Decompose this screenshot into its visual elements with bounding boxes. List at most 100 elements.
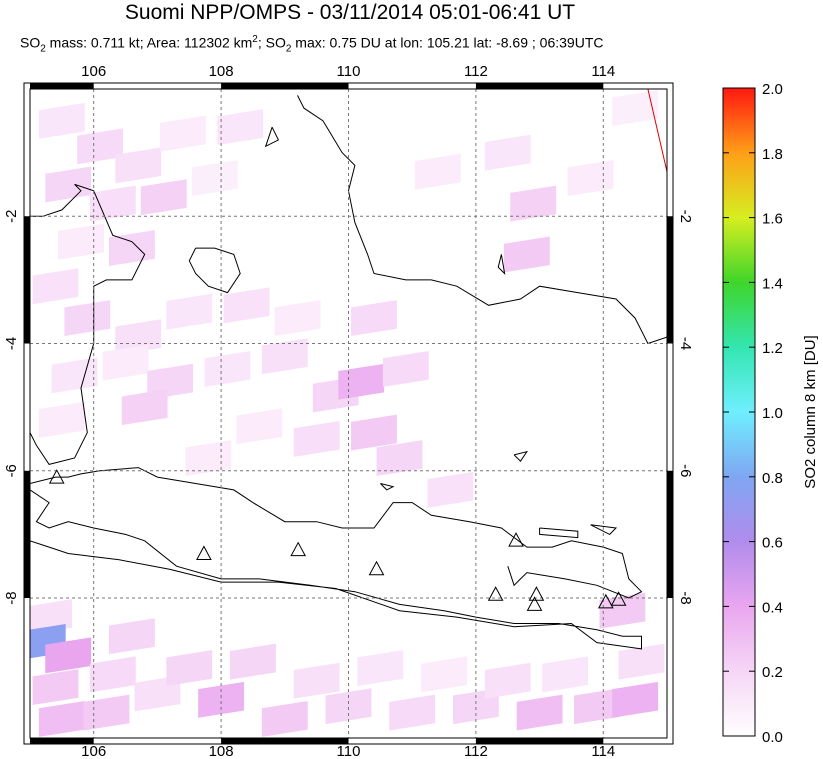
x-tick-label-top: 108 xyxy=(209,63,234,80)
so2-cell xyxy=(261,700,308,737)
so2-cell xyxy=(510,185,557,222)
so2-cell xyxy=(230,643,276,680)
volcano-marker xyxy=(48,469,65,484)
so2-cell xyxy=(599,592,646,629)
grid xyxy=(30,89,667,738)
y-tick-label-left: -8 xyxy=(3,591,20,604)
subtitle-sub: 2 xyxy=(285,43,292,55)
so2-cell xyxy=(166,650,213,686)
island-outline xyxy=(539,527,579,539)
so2-cell xyxy=(121,389,168,426)
stats-subtitle: SO2 mass: 0.711 kt; Area: 112302 km2; SO… xyxy=(20,34,603,54)
so2-cell xyxy=(83,694,130,731)
so2-cell xyxy=(32,669,79,706)
so2-cell xyxy=(484,662,531,699)
volcano-marker xyxy=(526,596,543,611)
volcano-marker xyxy=(598,593,614,609)
so2-cell xyxy=(185,440,232,476)
x-tick-label-top: 114 xyxy=(591,63,615,80)
page-title: Suomi NPP/OMPS - 03/11/2014 05:01-06:41 … xyxy=(124,1,576,24)
so2-cell xyxy=(414,153,461,190)
colorbar-label: SO2 column 8 km [DU] xyxy=(802,335,819,488)
colorbar-tick-label: 0.2 xyxy=(762,664,783,681)
so2-cell xyxy=(217,109,264,146)
island-outline xyxy=(380,483,395,491)
volcano-marker xyxy=(290,541,307,557)
so2-cell xyxy=(115,147,162,184)
so2-cell xyxy=(45,637,92,674)
so2-cell xyxy=(573,688,620,725)
so2-cell xyxy=(204,351,251,387)
so2-cell xyxy=(338,363,385,400)
subtitle-part: SO xyxy=(20,34,41,51)
red-track-line xyxy=(647,89,667,172)
so2-cell xyxy=(503,236,550,273)
coastline xyxy=(30,183,146,465)
volcano-marker xyxy=(610,591,627,606)
colorbar-tick-label: 1.4 xyxy=(762,275,783,292)
so2-cell xyxy=(38,700,85,737)
island-outline xyxy=(513,450,529,462)
y-tick-label-right: -2 xyxy=(677,210,694,223)
x-tick-label-bottom: 108 xyxy=(209,743,234,759)
island-outline xyxy=(497,254,506,275)
so2-cell xyxy=(32,268,79,305)
island-outline xyxy=(590,524,618,536)
y-tick-label-left: -6 xyxy=(3,464,20,477)
so2-cell xyxy=(223,287,270,324)
so2-cell xyxy=(198,681,245,718)
colorbar-tick-label: 1.2 xyxy=(762,340,783,357)
frame-segment xyxy=(221,83,349,89)
volcano-marker xyxy=(487,586,504,601)
so2-cell xyxy=(376,440,423,476)
colorbar-tick-label: 2.0 xyxy=(762,81,783,98)
so2-cell xyxy=(389,694,436,731)
so2-cell xyxy=(567,160,614,197)
colorbar-tick-label: 1.0 xyxy=(762,405,783,422)
map-plot-area xyxy=(30,89,667,738)
so2-cell xyxy=(89,656,136,693)
coastline xyxy=(297,95,667,345)
x-tick-label-bottom: 106 xyxy=(81,743,106,759)
x-tick-label-bottom: 110 xyxy=(337,743,361,759)
island-outline xyxy=(264,126,280,148)
frame-segment xyxy=(24,470,30,599)
volcano-marker xyxy=(508,532,524,547)
subtitle-sup: 2 xyxy=(252,34,258,45)
colorbar-tick-label: 0.6 xyxy=(762,535,783,552)
so2-cell xyxy=(51,357,98,394)
so2-cell xyxy=(64,300,111,337)
so2-cell xyxy=(45,166,92,203)
so2-cell xyxy=(166,293,213,330)
frame-segment xyxy=(475,738,604,744)
frame-segment xyxy=(221,738,349,744)
so2-cell xyxy=(382,351,429,387)
so2-cell xyxy=(484,134,531,171)
so2-cell xyxy=(612,90,659,127)
volcano-marker xyxy=(368,560,385,576)
so2-cell xyxy=(108,618,155,655)
x-tick-label-top: 106 xyxy=(81,63,106,80)
subtitle-part: ; SO xyxy=(257,34,286,51)
so2-cell xyxy=(77,128,124,165)
so2-cell xyxy=(102,344,149,381)
frame-segment xyxy=(667,216,673,344)
so2-cell xyxy=(293,662,340,699)
so2-cell xyxy=(421,656,467,693)
y-tick-label-left: -4 xyxy=(3,337,20,350)
x-tick-label-top: 110 xyxy=(337,63,361,80)
so2-cell xyxy=(293,421,340,457)
x-tick-label-bottom: 112 xyxy=(464,743,488,759)
so2-cell xyxy=(427,471,474,508)
so2-cell xyxy=(351,300,397,337)
subtitle-part: max: 0.75 DU at lon: 105.21 lat: -8.69 ;… xyxy=(291,34,604,51)
colorbar-tick-label: 0.0 xyxy=(762,729,783,746)
so2-cell xyxy=(115,319,162,356)
so2-cell xyxy=(351,414,397,451)
so2-cell xyxy=(159,115,206,152)
so2-cell xyxy=(357,650,404,686)
coastlines xyxy=(30,89,667,650)
so2-cell xyxy=(274,300,321,337)
x-tick-label-bottom: 114 xyxy=(591,743,615,759)
